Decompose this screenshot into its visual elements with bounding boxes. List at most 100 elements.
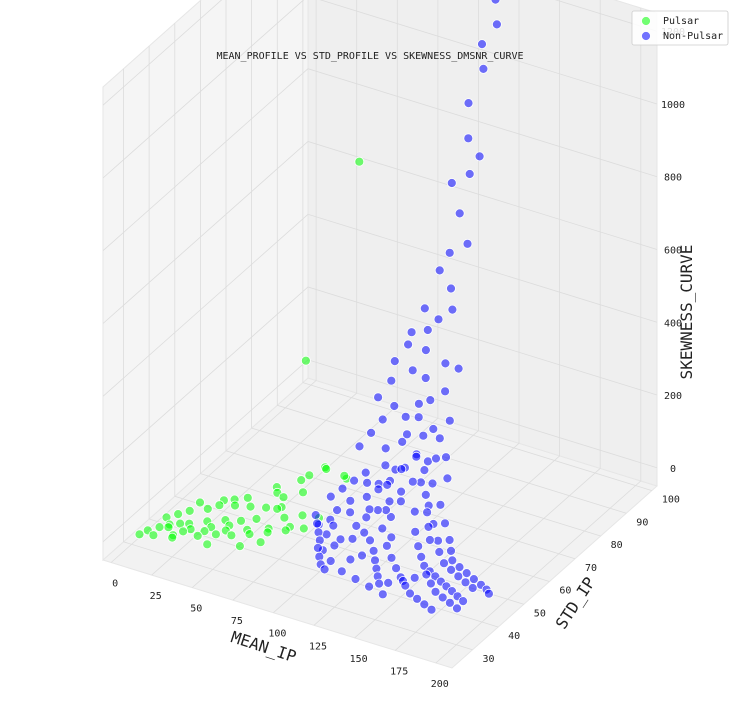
non-pulsar-point <box>437 592 448 603</box>
non-pulsar-point <box>336 566 347 577</box>
non-pulsar-point <box>377 414 388 425</box>
non-pulsar-point <box>386 532 397 543</box>
legend-label-pulsar: Pulsar <box>663 16 699 27</box>
non-pulsar-point <box>373 484 384 495</box>
x-gridline <box>313 0 520 626</box>
non-pulsar-point <box>444 535 455 545</box>
y-tick-label: 100 <box>662 495 680 506</box>
non-pulsar-point <box>329 540 340 551</box>
non-pulsar-point <box>383 578 394 588</box>
non-pulsar-point <box>430 586 441 597</box>
pulsar-point <box>210 529 221 540</box>
pulsar-point <box>296 475 307 486</box>
pulsar-point <box>134 529 145 540</box>
left-wall-pane <box>102 0 309 562</box>
pulsar-point <box>354 156 365 167</box>
non-pulsar-point <box>478 64 489 74</box>
non-pulsar-point <box>354 441 365 452</box>
non-pulsar-point <box>402 429 412 440</box>
data-points <box>134 0 502 615</box>
z-tick-label: 1000 <box>661 100 685 111</box>
non-pulsar-point <box>364 581 375 592</box>
non-pulsar-point <box>464 169 475 179</box>
non-pulsar-point <box>391 563 402 574</box>
non-pulsar-point <box>422 325 433 335</box>
x-axis-label: MEAN_IP <box>229 627 299 666</box>
y-tick-label: 40 <box>508 631 520 642</box>
non-pulsar-point <box>319 564 330 575</box>
non-pulsar-point <box>419 465 430 476</box>
non-pulsar-point <box>420 373 431 383</box>
non-pulsar-point <box>444 597 455 608</box>
pulsar-point <box>279 512 290 523</box>
non-pulsar-point <box>405 588 415 599</box>
z-gridline <box>102 213 658 397</box>
pulsar-point <box>272 503 283 514</box>
non-pulsar-point <box>453 571 464 582</box>
pulsar-point <box>339 470 350 481</box>
non-pulsar-point <box>420 345 431 356</box>
non-pulsar-point <box>460 577 471 588</box>
non-pulsar-point <box>345 507 356 518</box>
non-pulsar-point <box>454 208 465 219</box>
non-pulsar-point <box>325 491 336 502</box>
non-pulsar-point <box>389 401 400 411</box>
non-pulsar-point <box>410 526 421 537</box>
non-pulsar-point <box>447 304 458 315</box>
non-pulsar-point <box>381 540 392 551</box>
z-tick-label: 400 <box>664 318 682 329</box>
non-pulsar-point <box>400 411 411 422</box>
non-pulsar-point <box>446 546 456 556</box>
non-pulsar-point <box>431 453 441 464</box>
non-pulsar-point <box>467 583 478 593</box>
y-tick-label: 50 <box>534 608 546 619</box>
pulsar-point <box>173 509 184 519</box>
non-pulsar-point <box>380 443 391 454</box>
non-pulsar-point <box>312 518 323 529</box>
non-pulsar-point <box>381 505 391 516</box>
non-pulsar-point <box>357 550 367 561</box>
non-pulsar-point <box>384 496 395 507</box>
pulsar-point <box>298 487 308 498</box>
non-pulsar-point <box>446 283 456 294</box>
non-pulsar-point <box>425 578 436 589</box>
non-pulsar-point <box>434 433 445 444</box>
y-tick-label: 60 <box>559 586 571 597</box>
non-pulsar-point <box>444 415 455 426</box>
non-pulsar-point <box>310 510 321 520</box>
non-pulsar-point <box>345 495 356 506</box>
non-pulsar-point <box>366 427 377 438</box>
y-gridline <box>123 68 473 651</box>
non-pulsar-point <box>345 554 356 565</box>
non-pulsar-point <box>490 0 501 5</box>
non-pulsar-point <box>361 512 372 523</box>
pulsar-point <box>298 523 309 534</box>
y-gridline <box>251 0 601 537</box>
non-pulsar-point <box>452 603 462 614</box>
z-gridline <box>102 0 658 106</box>
pulsar-point <box>202 503 213 514</box>
non-pulsar-point <box>360 467 371 478</box>
non-pulsar-point <box>419 303 430 314</box>
y-tick-label: 80 <box>611 540 623 551</box>
legend-label-non-pulsar: Non-Pulsar <box>663 31 723 42</box>
non-pulsar-point <box>418 430 429 441</box>
non-pulsar-point <box>395 496 406 507</box>
legend-marker-non-pulsar <box>641 31 651 41</box>
non-pulsar-point <box>349 475 360 486</box>
non-pulsar-point <box>412 593 423 604</box>
z-tick-label: 0 <box>670 464 676 475</box>
non-pulsar-point <box>337 483 348 494</box>
non-pulsar-point <box>380 460 391 471</box>
non-pulsar-point <box>425 395 436 406</box>
pulsar-point <box>167 532 178 543</box>
non-pulsar-point <box>433 535 443 546</box>
pulsar-point <box>202 539 213 550</box>
non-pulsar-point <box>419 599 430 610</box>
non-pulsar-point <box>373 392 384 403</box>
non-pulsar-point <box>422 507 433 518</box>
non-pulsar-point <box>474 151 485 162</box>
z-gridline <box>102 141 658 324</box>
non-pulsar-point <box>362 477 373 488</box>
